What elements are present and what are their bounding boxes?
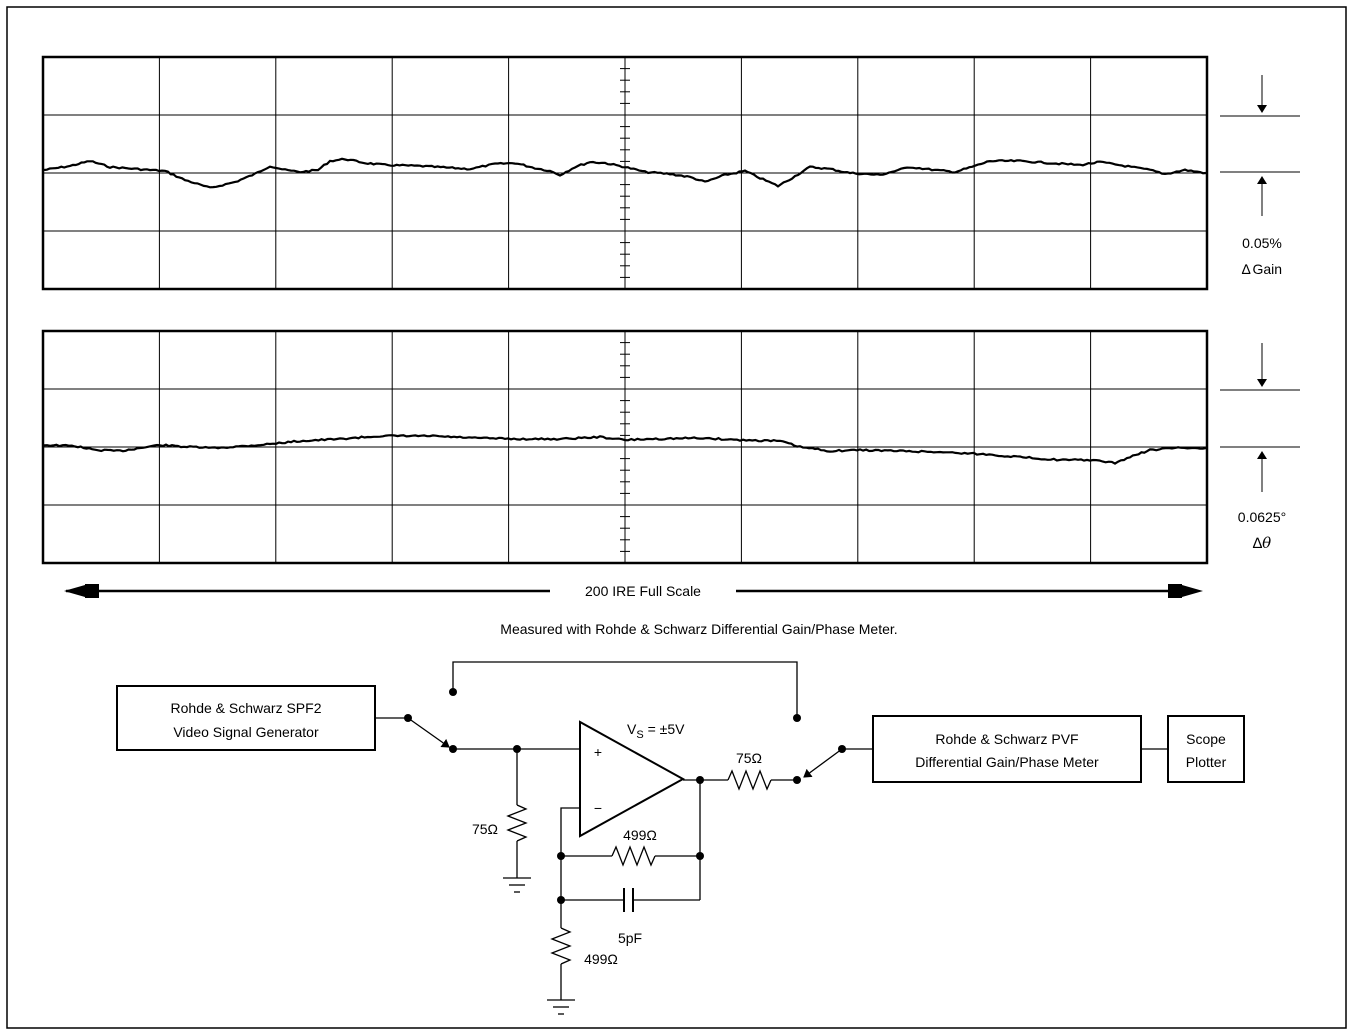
full-scale-label: 200 IRE Full Scale bbox=[585, 583, 701, 599]
plotter-label-line2: Plotter bbox=[1186, 754, 1227, 770]
gain-center-ticks bbox=[620, 68, 630, 278]
figure-border bbox=[6, 6, 1347, 1029]
caption: Measured with Rohde & Schwarz Differenti… bbox=[500, 621, 897, 637]
gain-scale-marker bbox=[1220, 75, 1300, 216]
gain-resistor-value: 499Ω bbox=[584, 951, 618, 967]
generator-label-line1: Rohde & Schwarz SPF2 bbox=[171, 700, 322, 716]
plotter-label-line1: Scope bbox=[1186, 731, 1226, 747]
input-switch-blade bbox=[407, 717, 450, 748]
phase-scale-marker bbox=[1220, 343, 1300, 492]
feedback-resistor-value: 499Ω bbox=[623, 827, 657, 843]
meter-label-line1: Rohde & Schwarz PVF bbox=[935, 731, 1078, 747]
gain-delta-symbol: ∆ bbox=[1242, 261, 1251, 277]
signal-generator-box bbox=[116, 685, 376, 751]
phase-scale-label: ∆θ bbox=[1253, 534, 1271, 552]
phase-scale-value: 0.0625° bbox=[1238, 509, 1286, 525]
right-arrowhead bbox=[1182, 585, 1203, 597]
termination-resistor-value: 75Ω bbox=[472, 821, 498, 837]
supply-voltage-label: VS = ±5V bbox=[627, 721, 685, 741]
full-scale-arrow: 200 IRE Full Scale bbox=[64, 583, 1203, 599]
feedback-capacitor-value: 5pF bbox=[618, 930, 642, 946]
ground-symbol bbox=[547, 999, 575, 1015]
left-arrow-block bbox=[85, 584, 99, 598]
gain-plot: 0.05% ∆ Gain bbox=[41, 55, 1300, 291]
output-resistor bbox=[727, 769, 772, 791]
phase-center-ticks bbox=[620, 342, 630, 552]
gain-phase-meter-box bbox=[872, 715, 1142, 783]
gain-resistor bbox=[550, 927, 572, 965]
schematic bbox=[116, 661, 1245, 1015]
inverting-input-sign: − bbox=[594, 800, 602, 816]
phase-trace bbox=[43, 434, 1207, 465]
phase-plot: 0.0625° ∆θ bbox=[41, 329, 1300, 565]
right-arrow-block bbox=[1168, 584, 1182, 598]
output-switch-blade bbox=[803, 748, 843, 778]
gain-scale-value: 0.05% bbox=[1242, 235, 1282, 251]
left-arrowhead bbox=[64, 585, 85, 597]
termination-resistor bbox=[506, 804, 528, 842]
phase-delta-symbol: ∆ bbox=[1253, 535, 1263, 552]
generator-label-line2: Video Signal Generator bbox=[173, 724, 319, 740]
gain-scale-label: ∆ Gain bbox=[1242, 261, 1282, 277]
bypass-wire bbox=[452, 661, 798, 718]
meter-label-line2: Differential Gain/Phase Meter bbox=[915, 754, 1099, 770]
phase-theta-symbol: θ bbox=[1262, 534, 1271, 552]
gain-trace bbox=[43, 157, 1207, 189]
feedback-resistor bbox=[611, 845, 656, 867]
scope-plotter-box bbox=[1167, 715, 1245, 783]
ground-symbol bbox=[503, 877, 531, 893]
non-inverting-input-sign: + bbox=[594, 744, 602, 760]
gain-label: Gain bbox=[1253, 261, 1283, 277]
op-amp bbox=[579, 720, 686, 838]
output-resistor-value: 75Ω bbox=[736, 750, 762, 766]
junction-dots bbox=[404, 688, 846, 904]
